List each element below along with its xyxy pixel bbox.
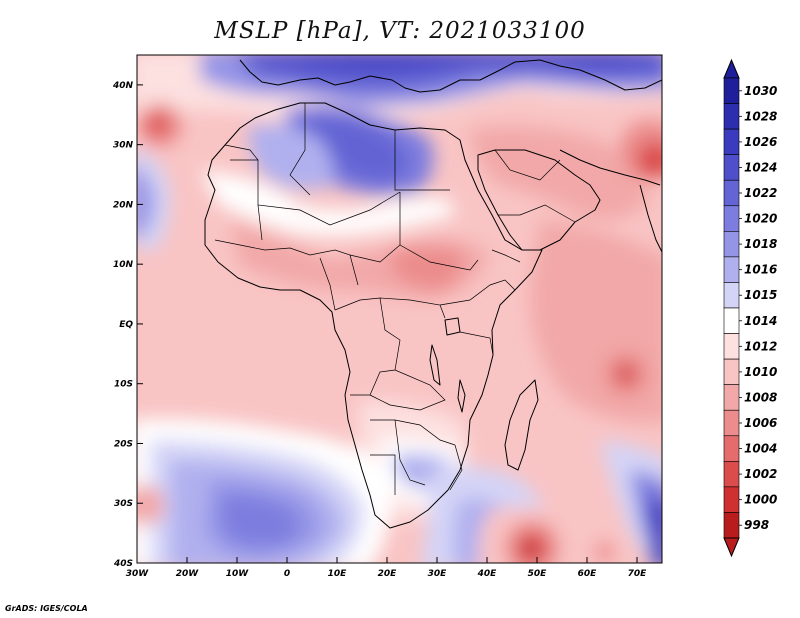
x-tick-label: 0 <box>284 569 290 579</box>
europe-coastline <box>239 59 662 93</box>
colorbar-label: 1000 <box>744 493 777 507</box>
border-zambia <box>369 369 446 411</box>
colorbar-top-arrow <box>723 58 740 79</box>
border-mozambique <box>449 444 463 491</box>
border-chad-sudan <box>349 192 401 263</box>
colorbar-swatch <box>723 333 740 360</box>
africa-coastline <box>204 102 543 529</box>
colorbar-label: 1015 <box>744 288 777 302</box>
y-tick-label: 20N <box>113 200 134 210</box>
x-tick-label: 40E <box>477 569 498 579</box>
lake-tanganyika <box>429 344 441 386</box>
y-tick-label: 40S <box>113 559 133 569</box>
colorbar: 1030 1028 1026 1024 1022 1020 1018 1016 1015 1014… <box>723 58 777 558</box>
colorbar-label: 1022 <box>744 186 777 200</box>
colorbar-label: 1008 <box>744 390 777 404</box>
map-frame <box>136 54 663 564</box>
x-tick-label: 30E <box>428 569 448 579</box>
colorbar-label: 998 <box>744 518 769 532</box>
border-southern <box>370 419 456 446</box>
map-title: MSLP [hPa], VT: 2021033100 <box>214 18 586 44</box>
colorbar-label: 1018 <box>744 237 777 251</box>
colorbar-label: 1030 <box>744 84 777 98</box>
colorbar-label: 1004 <box>744 442 777 456</box>
colorbar-label: 1002 <box>744 467 777 481</box>
colorbar-label: 1024 <box>744 160 777 174</box>
x-tick-label: 60E <box>578 569 598 579</box>
colorbar-swatch <box>723 512 740 539</box>
border-nigeria-cameroon <box>319 257 336 311</box>
x-tick-label: 10W <box>226 569 250 579</box>
colorbar-swatch <box>723 435 740 462</box>
pressure-field <box>137 55 662 563</box>
y-tick-label: 20S <box>114 439 133 449</box>
border-libya-egypt <box>394 130 450 191</box>
colorbar-label: 1012 <box>744 339 777 353</box>
border-westafrica <box>214 239 359 286</box>
x-tick-label: 20E <box>378 569 398 579</box>
india-coastline <box>639 184 662 253</box>
x-tick-label: 70E <box>628 569 648 579</box>
y-tick-label: 40N <box>112 81 134 91</box>
border-sudan-south <box>399 244 479 271</box>
colorbar-label: 1010 <box>744 365 777 379</box>
colorbar-swatch <box>723 154 740 181</box>
lake-malawi <box>457 379 466 413</box>
colorbar-label: 1028 <box>744 109 777 123</box>
colorbar-swatch <box>723 461 740 488</box>
y-tick-label: EQ <box>119 320 133 330</box>
x-axis: 30W 20W 10W 0 10E 20E 30E 40E 50E 60E 70E <box>126 557 647 579</box>
border-horn <box>491 249 521 263</box>
colorbar-swatch <box>723 231 740 258</box>
colorbar-label: 1020 <box>744 212 777 226</box>
country-borders <box>214 103 576 495</box>
border-botswana <box>394 419 426 486</box>
colorbar-swatch <box>723 486 740 513</box>
colorbar-swatch <box>723 409 740 437</box>
colorbar-label: 1016 <box>744 263 777 277</box>
x-tick-label: 50E <box>528 569 548 579</box>
iran-coastline <box>559 149 661 186</box>
y-axis: 40N 30N 20N 10N EQ 10S 20S 30S 40S <box>112 81 143 569</box>
colorbar-label: 1026 <box>744 135 777 149</box>
colorbar-swatch <box>723 179 740 207</box>
border-namibia <box>370 454 396 495</box>
x-tick-label: 20W <box>176 569 200 579</box>
border-tanzania <box>459 331 494 356</box>
y-tick-label: 30S <box>114 499 133 509</box>
colorbar-swatch <box>723 128 740 155</box>
colorbar-swatch <box>723 307 740 334</box>
colorbar-label: 1006 <box>744 416 777 430</box>
colorbar-swatch <box>723 256 740 283</box>
colorbar-swatch <box>723 103 740 130</box>
y-tick-label: 10S <box>114 380 133 390</box>
colorbar-swatch <box>723 384 740 411</box>
border-saudi-north <box>494 149 561 181</box>
grads-credit: GrADS: IGES/COLA <box>5 604 88 613</box>
border-mali <box>257 204 263 241</box>
y-tick-label: 10N <box>113 260 134 270</box>
x-tick-label: 10E <box>328 569 348 579</box>
border-congo <box>334 297 446 319</box>
colorbar-label: 1014 <box>744 314 777 328</box>
colorbar-swatch <box>723 77 740 104</box>
x-tick-label: 30W <box>126 569 150 579</box>
madagascar-coastline <box>504 379 539 471</box>
y-tick-label: 30N <box>113 141 134 151</box>
colorbar-bottom-arrow <box>723 537 740 558</box>
border-east-africa <box>439 279 516 306</box>
colorbar-swatch <box>723 358 740 385</box>
border-morocco <box>224 144 259 161</box>
border-arabia <box>498 204 576 223</box>
colorbar-swatch <box>723 205 740 232</box>
border-algeria-libya <box>289 103 311 196</box>
colorbar-swatch <box>723 282 740 309</box>
